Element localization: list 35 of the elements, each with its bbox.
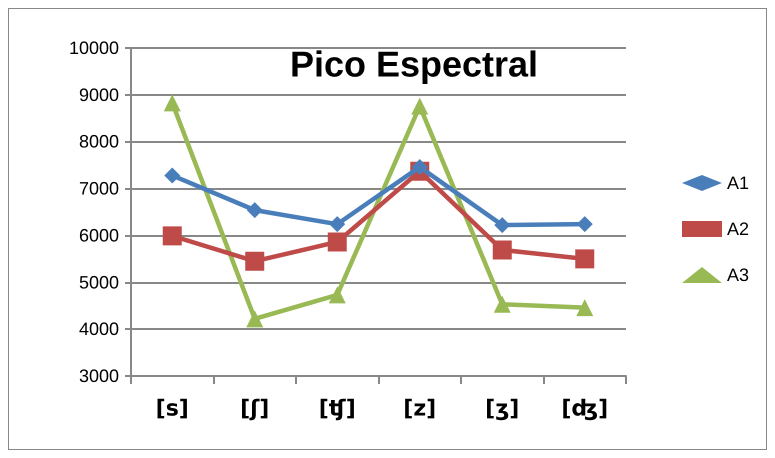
x-tick-label: [ʤ] [561, 396, 608, 422]
point [411, 98, 428, 115]
y-tick-label: 5000 [78, 272, 119, 292]
point [164, 167, 180, 184]
y-tick-label: 4000 [78, 319, 119, 340]
point [328, 232, 347, 252]
y-tick-label: 8000 [78, 132, 119, 152]
point [575, 249, 594, 268]
y-tick-label: 10000 [68, 38, 119, 58]
x-tick-label: [s] [156, 396, 189, 422]
point [492, 240, 512, 260]
point [162, 226, 182, 246]
chart-title: Pico Espectral [290, 44, 538, 84]
point [164, 94, 181, 112]
y-tick-label: 6000 [78, 225, 119, 246]
point [412, 159, 428, 176]
x-tick-label: [z] [403, 396, 436, 422]
x-tick-label: [ʧ] [318, 396, 356, 422]
legend-label: A1 [726, 173, 750, 193]
point [494, 217, 510, 234]
point [494, 296, 511, 313]
legend-label: A3 [726, 265, 750, 285]
point [576, 299, 594, 316]
y-tick-label: 9000 [78, 84, 119, 105]
point [329, 216, 346, 232]
legend-label: A2 [726, 219, 750, 239]
point [576, 216, 593, 232]
point [246, 202, 263, 218]
point [328, 286, 346, 304]
x-tick-label: [ʃ] [240, 396, 270, 422]
y-tick-label: 7000 [78, 178, 119, 199]
y-tick-label: 3000 [78, 366, 119, 386]
x-tick-label: [ʒ] [485, 396, 520, 422]
point [246, 310, 264, 328]
point [245, 252, 264, 271]
